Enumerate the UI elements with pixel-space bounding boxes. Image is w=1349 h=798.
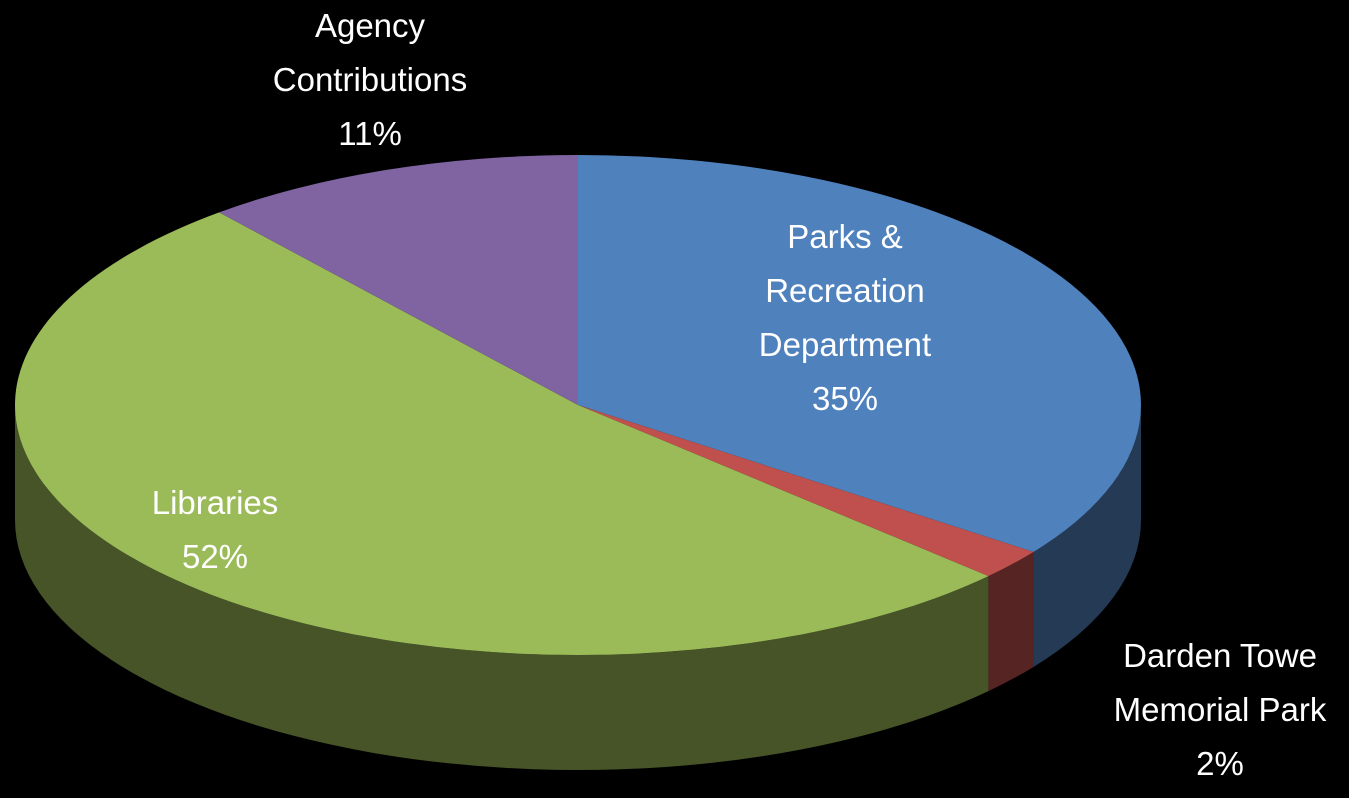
slice [578,405,1034,577]
category-name: Darden Towe Memorial Park [1113,637,1327,728]
slice-label: Darden Towe Memorial Park 2% [1085,629,1349,791]
percent-label: 2% [1196,745,1244,782]
slice-side [1033,405,1141,667]
slice-label: Parks & Recreation Department 35% [725,210,965,426]
slice [578,155,1142,552]
slice [15,212,989,655]
category-name: Libraries [151,484,279,521]
category-name: Parks & Recreation Department [758,218,932,363]
category-name: Agency Contributions [272,7,468,98]
slice [219,155,578,405]
percent-label: 11% [338,115,402,152]
slice-label: Libraries 52% [115,476,315,584]
percent-label: 52% [181,538,249,575]
slice-side [15,405,989,770]
percent-label: 35% [811,380,879,417]
slice-side [988,551,1034,692]
slice-label: Agency Contributions 11% [235,0,505,161]
